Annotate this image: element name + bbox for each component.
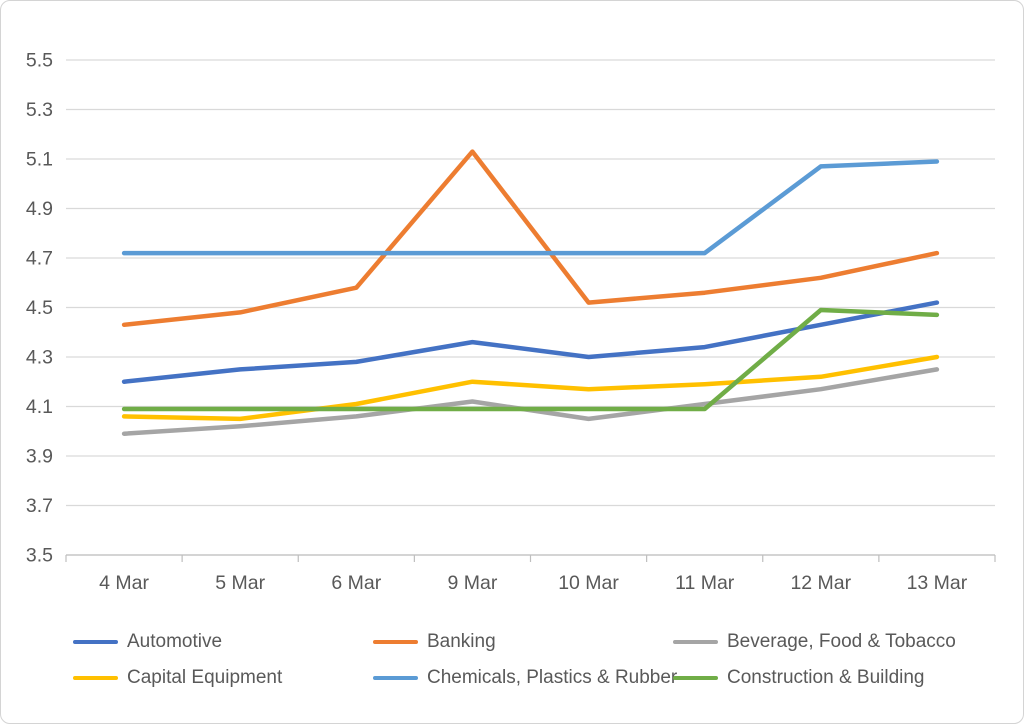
y-tick-label: 3.7	[26, 495, 53, 517]
y-tick-label: 4.1	[26, 396, 53, 418]
y-tick-label: 3.5	[26, 545, 53, 567]
y-tick-label: 4.3	[26, 347, 53, 369]
y-tick-label: 4.7	[26, 248, 53, 270]
y-tick-label: 4.9	[26, 198, 53, 220]
x-tick-label: 13 Mar	[907, 572, 968, 594]
y-tick-label: 4.5	[26, 297, 53, 319]
y-tick-label: 5.5	[26, 50, 53, 72]
x-tick-label: 6 Mar	[331, 572, 381, 594]
y-tick-label: 3.9	[26, 446, 53, 468]
x-tick-label: 11 Mar	[675, 572, 735, 594]
series-line-capital-equipment	[121, 354, 940, 422]
series-line-construction-building	[121, 307, 940, 412]
x-tick-label: 5 Mar	[215, 572, 265, 594]
series-line-banking	[121, 149, 940, 328]
x-tick-label: 4 Mar	[99, 572, 149, 594]
y-tick-label: 5.3	[26, 99, 53, 121]
x-tick-label: 12 Mar	[790, 572, 851, 594]
y-tick-label: 5.1	[26, 149, 53, 171]
series-line-chemicals-plastics-rubber	[121, 159, 940, 256]
x-tick-label: 10 Mar	[558, 572, 619, 594]
x-tick-label: 9 Mar	[448, 572, 498, 594]
